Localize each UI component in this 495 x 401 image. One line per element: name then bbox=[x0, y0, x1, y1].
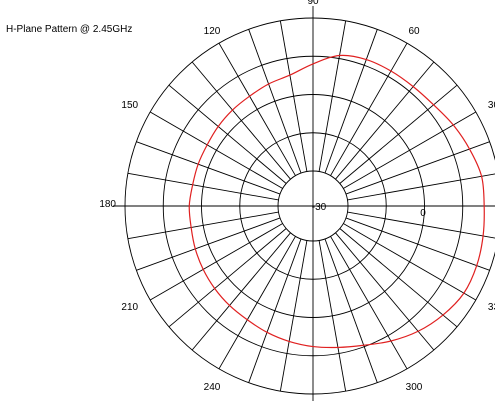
grid-spoke bbox=[168, 84, 287, 184]
grid-spoke bbox=[279, 240, 308, 392]
grid-spoke bbox=[335, 61, 435, 180]
grid-spoke bbox=[347, 211, 495, 239]
grid-spoke bbox=[218, 236, 296, 370]
series-line-0 bbox=[188, 54, 485, 349]
grid-spoke bbox=[343, 223, 477, 301]
angle-label-30: 30 bbox=[488, 100, 495, 111]
grid-spoke bbox=[279, 20, 308, 172]
grid-spoke bbox=[343, 111, 477, 189]
angle-label-300: 300 bbox=[406, 382, 423, 393]
grid-spoke bbox=[127, 172, 279, 201]
angle-label-240: 240 bbox=[204, 382, 221, 393]
grid-spoke bbox=[149, 111, 283, 189]
grid-spoke bbox=[136, 141, 281, 195]
grid-spoke bbox=[136, 217, 281, 271]
angle-label-330: 330 bbox=[488, 302, 495, 313]
grid-spoke bbox=[248, 29, 302, 174]
grid-spoke bbox=[345, 141, 490, 195]
grid-spoke bbox=[339, 228, 458, 328]
grid-spoke bbox=[330, 236, 408, 370]
angle-label-60: 60 bbox=[408, 26, 420, 37]
grid-spoke bbox=[149, 223, 283, 301]
grid-spoke bbox=[330, 42, 408, 176]
grid-spoke bbox=[324, 238, 378, 383]
center-label: -30 bbox=[312, 202, 327, 213]
angle-label-0: 0 bbox=[420, 208, 426, 219]
grid-spoke bbox=[318, 240, 347, 392]
grid-spoke bbox=[345, 217, 490, 271]
grid-spoke bbox=[335, 232, 435, 351]
polar-grid bbox=[113, 6, 495, 401]
grid-spoke bbox=[318, 20, 347, 172]
chart-title: H-Plane Pattern @ 2.45GHz bbox=[6, 24, 133, 35]
grid-spoke bbox=[248, 238, 302, 383]
angle-labels: 0306090120150180210240270300330 bbox=[99, 0, 495, 393]
grid-spoke bbox=[168, 228, 287, 328]
grid-spoke bbox=[218, 42, 296, 176]
grid-spoke bbox=[191, 61, 291, 180]
grid-spoke bbox=[191, 232, 291, 351]
grid-spoke bbox=[324, 29, 378, 174]
angle-label-90: 90 bbox=[307, 0, 319, 7]
angle-label-120: 120 bbox=[204, 26, 221, 37]
grid-spoke bbox=[339, 84, 458, 184]
angle-label-180: 180 bbox=[99, 199, 116, 210]
grid-spoke bbox=[347, 173, 495, 201]
angle-label-210: 210 bbox=[121, 302, 138, 313]
grid-spoke bbox=[127, 211, 279, 240]
angle-label-150: 150 bbox=[121, 100, 138, 111]
series-layer bbox=[188, 54, 485, 349]
